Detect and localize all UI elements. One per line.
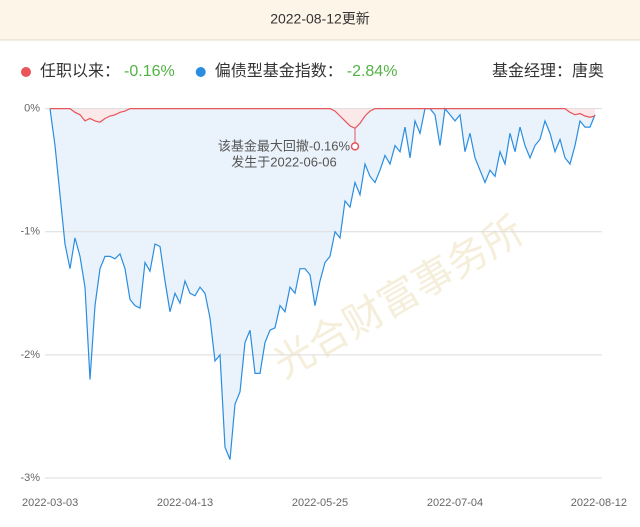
- y-tick-label: -2%: [20, 349, 40, 361]
- annotation-text: 该基金最大回撤-0.16%: [218, 138, 351, 153]
- legend-label: 任职以来：: [40, 62, 120, 80]
- line: [49, 107, 596, 460]
- x-tick-label: 2022-07-04: [427, 497, 483, 509]
- line: [50, 108, 596, 130]
- area: [50, 108, 595, 460]
- x-tick-label: 2022-04-13: [157, 497, 213, 509]
- x-tick-label: 2022-08-12: [571, 497, 627, 509]
- legend-value: -0.16%: [124, 63, 175, 80]
- manager: 基金经理：唐奥: [492, 62, 604, 80]
- legend-swatch: [21, 67, 31, 77]
- legend-swatch: [195, 67, 206, 77]
- legend-label: 偏债型基金指数：: [215, 62, 343, 80]
- y-tick-label: -3%: [20, 472, 40, 484]
- annotation-text: 发生于2022-06-06: [231, 154, 337, 169]
- y-tick-label: 0%: [24, 103, 40, 115]
- x-tick-label: 2022-05-25: [292, 497, 348, 509]
- area: [50, 108, 595, 129]
- header-title: 2022-08-12更新: [270, 11, 370, 27]
- x-tick-label: 2022-03-03: [22, 497, 78, 509]
- y-tick-label: -1%: [20, 226, 40, 238]
- legend-value: -2.84%: [347, 63, 398, 80]
- annotation-marker: [350, 142, 360, 151]
- header-bar: [0, 0, 640, 40]
